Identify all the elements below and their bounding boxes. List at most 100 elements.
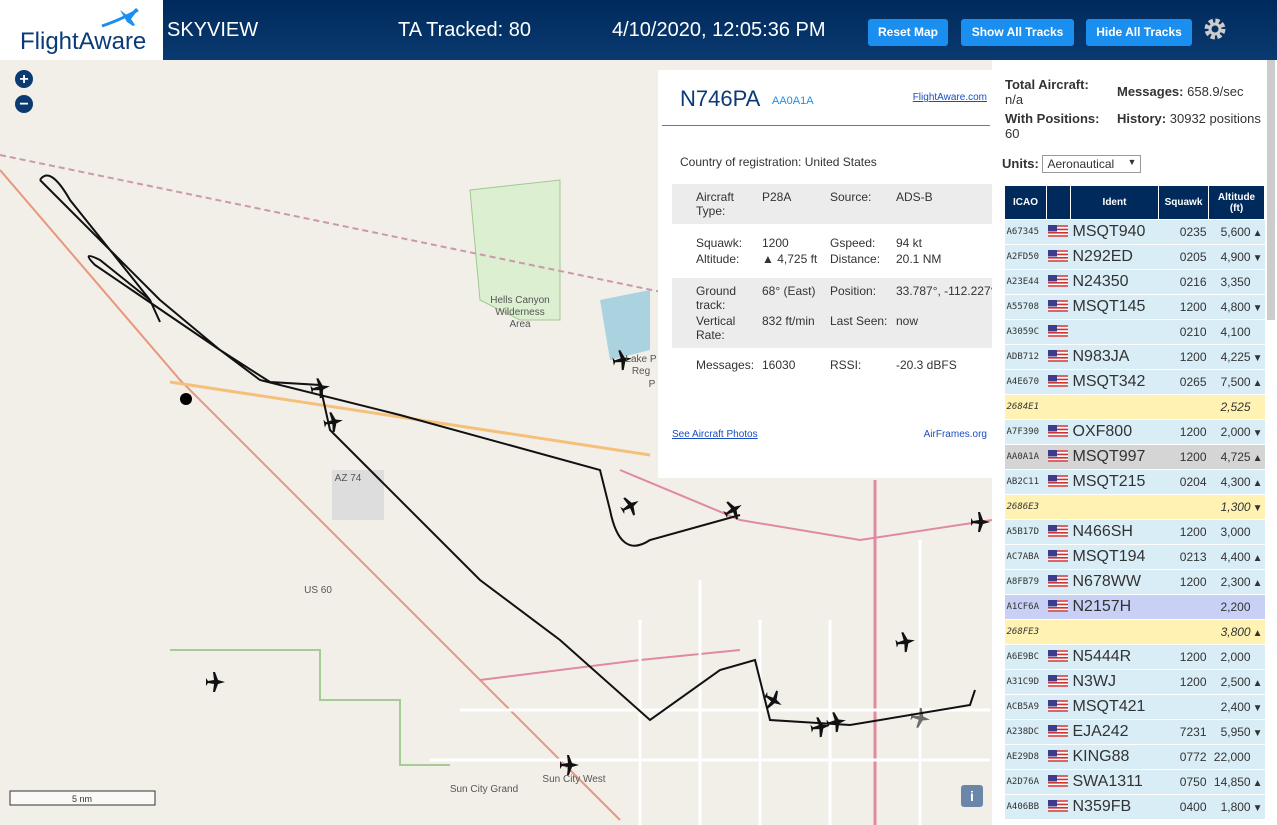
squawk: 1200: [1158, 419, 1209, 445]
aircraft-row[interactable]: 268FE3 3,800 ▲: [1004, 619, 1265, 645]
flag-cell: [1046, 594, 1071, 620]
units-select[interactable]: Aeronautical ▼: [1042, 155, 1142, 173]
flag-cell: [1046, 519, 1071, 545]
ident: N359FB: [1070, 794, 1159, 820]
logo-icon: [101, 8, 139, 28]
aircraft-row[interactable]: AA0A1A MSQT997 1200 4,725 ▲: [1004, 444, 1265, 470]
reset-map-button[interactable]: Reset Map: [868, 19, 948, 46]
altitude-value: 4,725: [1220, 450, 1251, 464]
aircraft-row[interactable]: A5B17D N466SH 1200 3,000: [1004, 519, 1265, 545]
aircraft-row[interactable]: A406BB N359FB 0400 1,800 ▼: [1004, 794, 1265, 820]
aircraft-row[interactable]: A67345 MSQT940 0235 5,600 ▲: [1004, 219, 1265, 245]
trend: ▼: [1252, 303, 1263, 314]
aircraft-row[interactable]: A4E670 MSQT342 0265 7,500 ▲: [1004, 369, 1265, 395]
aircraft-row[interactable]: A6E9BC N5444R 1200 2,000: [1004, 644, 1265, 670]
ident: MSQT342: [1070, 369, 1159, 395]
aircraft-row[interactable]: AE29D8 KING88 0772 22,000: [1004, 744, 1265, 770]
aircraft-row[interactable]: AC7ABA MSQT194 0213 4,400 ▲: [1004, 544, 1265, 570]
aircraft-row[interactable]: A55708 MSQT145 1200 4,800 ▼: [1004, 294, 1265, 320]
us-flag: [1047, 374, 1068, 387]
hide-tracks-button[interactable]: Hide All Tracks: [1086, 19, 1192, 46]
scale-bar: [9, 790, 156, 806]
info-label: i: [970, 788, 974, 804]
settings-icon[interactable]: [1202, 16, 1228, 42]
aircraft-row[interactable]: A238DC EJA242 7231 5,950 ▼: [1004, 719, 1265, 745]
altitude-value: 2,525: [1220, 400, 1251, 414]
trend: ▲: [1252, 628, 1263, 639]
altitude: 1,800 ▼: [1208, 794, 1265, 820]
map-label: Reg: [632, 366, 650, 377]
ident: OXF800: [1070, 419, 1159, 445]
aircraft-row[interactable]: A8FB79 N678WW 1200 2,300 ▲: [1004, 569, 1265, 595]
ident: MSQT145: [1070, 294, 1159, 320]
flag-cell: [1046, 644, 1071, 670]
icao: A406BB: [1004, 794, 1047, 820]
ident: EJA242: [1070, 719, 1159, 745]
us-flag: [1047, 324, 1068, 337]
icao: A5B17D: [1004, 519, 1047, 545]
info-button[interactable]: [961, 785, 983, 807]
photos-link[interactable]: See Aircraft Photos: [672, 429, 758, 440]
altitude: 2,000: [1208, 644, 1265, 670]
altitude-value: 2,400: [1220, 700, 1251, 714]
with-positions: With Positions: 60: [1005, 111, 1117, 141]
col-header: Altitude (ft): [1208, 185, 1265, 220]
flag-cell: [1046, 219, 1071, 245]
aircraft-row[interactable]: A3059C 0210 4,100: [1004, 319, 1265, 345]
squawk: 7231: [1158, 719, 1209, 745]
zoom-in-label: +: [19, 71, 28, 88]
aircraft-row[interactable]: ADB712 N983JA 1200 4,225 ▼: [1004, 344, 1265, 370]
zoom-in[interactable]: [15, 70, 33, 88]
altitude-value: 4,400: [1220, 550, 1251, 564]
trend: ▼: [1252, 803, 1263, 814]
altitude: 4,400 ▲: [1208, 544, 1265, 570]
squawk: 1200: [1158, 669, 1209, 695]
altitude: 3,000: [1208, 519, 1265, 545]
altitude: 2,400 ▼: [1208, 694, 1265, 720]
detail-label: RSSI:: [830, 358, 862, 372]
squawk: 0772: [1158, 744, 1209, 770]
aircraft-row[interactable]: A23E44 N24350 0216 3,350: [1004, 269, 1265, 295]
ident: MSQT940: [1070, 219, 1159, 245]
header: FlightAware SKYVIEW TA Tracked: 80 4/10/…: [0, 0, 1277, 60]
show-tracks-button[interactable]: Show All Tracks: [961, 19, 1074, 46]
us-flag: [1047, 274, 1068, 287]
zoom-out[interactable]: [15, 95, 33, 113]
altitude: 4,225 ▼: [1208, 344, 1265, 370]
icao: ADB712: [1004, 344, 1047, 370]
altitude-value: 2,300: [1220, 575, 1251, 589]
ident: N5444R: [1070, 644, 1159, 670]
detail-group: Squawk: 1200 Gspeed: 94 kt Altitude: ▲ 4,725 …: [672, 224, 992, 278]
map-label: P: [649, 379, 656, 390]
altitude: 3,350: [1208, 269, 1265, 295]
country: Country of registration: United States: [680, 155, 877, 169]
flag-cell: [1046, 794, 1071, 820]
map-label: AZ 74: [335, 473, 362, 484]
flag-cell: [1046, 369, 1071, 395]
callsign: N746PA: [680, 86, 761, 111]
ident: [1070, 394, 1159, 420]
aircraft-row[interactable]: AB2C11 MSQT215 0204 4,300 ▲: [1004, 469, 1265, 495]
ident: N983JA: [1070, 344, 1159, 370]
trend: ▲: [1252, 478, 1263, 489]
aircraft-row[interactable]: A1CF6A N2157H 2,200: [1004, 594, 1265, 620]
logo[interactable]: FlightAware: [0, 0, 163, 60]
airframes-link[interactable]: AirFrames.org: [923, 429, 987, 440]
trend: ▼: [1252, 728, 1263, 739]
altitude: 3,800 ▲: [1208, 619, 1265, 645]
aircraft-row[interactable]: A31C9D N3WJ 1200 2,500 ▲: [1004, 669, 1265, 695]
altitude: 4,300 ▲: [1208, 469, 1265, 495]
ident: N3WJ: [1070, 669, 1159, 695]
flightaware-link[interactable]: FlightAware.com: [912, 92, 987, 103]
altitude-value: 2,500: [1220, 675, 1251, 689]
aircraft-row[interactable]: ACB5A9 MSQT421 2,400 ▼: [1004, 694, 1265, 720]
sidebar: Total Aircraft: n/a Messages: 658.9/sec W…: [992, 60, 1277, 825]
aircraft-row[interactable]: A2FD50 N292ED 0205 4,900 ▼: [1004, 244, 1265, 270]
detail-group: Ground track: 68° (East) Position: 33.787°,…: [672, 278, 995, 348]
aircraft-row[interactable]: 2686E3 1,300 ▼: [1004, 494, 1265, 520]
label: Units:: [1002, 156, 1039, 171]
aircraft-row[interactable]: A7F390 OXF800 1200 2,000 ▼: [1004, 419, 1265, 445]
aircraft-row[interactable]: 2684E1 2,525: [1004, 394, 1265, 420]
altitude-value: 2,000: [1220, 650, 1251, 664]
aircraft-row[interactable]: A2D76A SWA1311 0750 14,850 ▲: [1004, 769, 1265, 795]
